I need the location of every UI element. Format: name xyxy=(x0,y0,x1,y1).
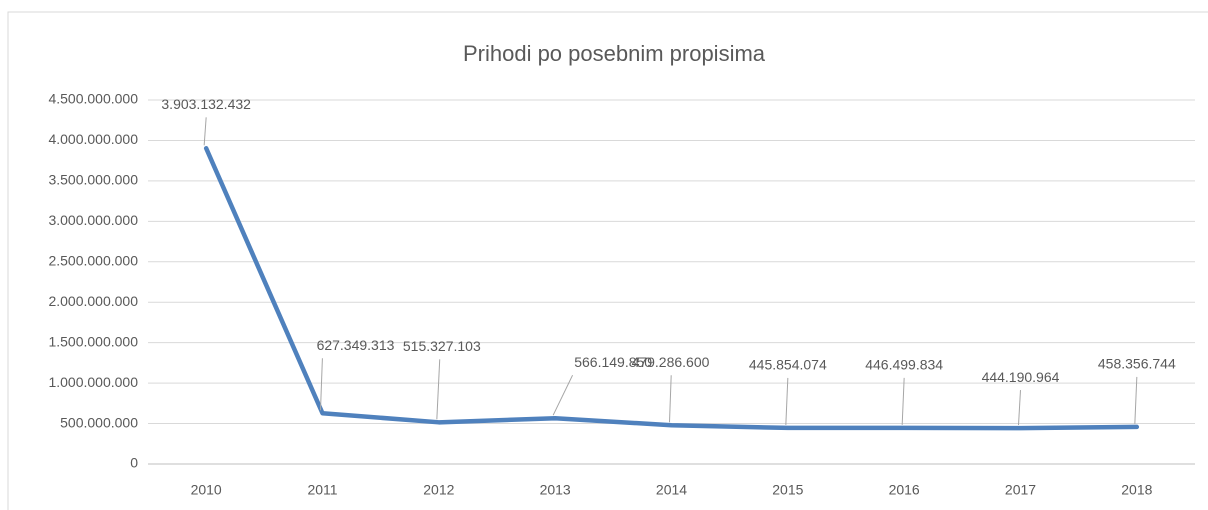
x-tick-label: 2018 xyxy=(1121,482,1152,498)
y-tick-label: 1.000.000.000 xyxy=(48,374,138,390)
leader-line xyxy=(320,358,323,411)
data-label: 444.190.964 xyxy=(982,369,1060,385)
leader-line xyxy=(436,359,441,420)
line xyxy=(203,146,1140,431)
x-tick-label: 2017 xyxy=(1005,482,1036,498)
data-label: 3.903.132.432 xyxy=(161,96,251,112)
x-tick-label: 2012 xyxy=(423,482,454,498)
x-tick-label: 2013 xyxy=(540,482,571,498)
y-tick-label: 4.500.000.000 xyxy=(48,91,138,107)
data-label: 445.854.074 xyxy=(749,357,827,373)
leader-line xyxy=(1134,376,1138,424)
x-tick-label: 2016 xyxy=(889,482,920,498)
leader-line xyxy=(1018,390,1021,426)
y-tick-label: 3.500.000.000 xyxy=(48,172,138,188)
leader-line xyxy=(552,374,574,416)
data-label: 446.499.834 xyxy=(865,357,943,373)
x-tick-label: 2015 xyxy=(772,482,803,498)
leader-line xyxy=(901,377,905,425)
y-tick-label: 500.000.000 xyxy=(60,414,138,430)
x-tick-label: 2011 xyxy=(307,482,337,498)
y-tick-label: 2.500.000.000 xyxy=(48,252,138,268)
y-tick-label: 1.500.000.000 xyxy=(48,333,138,349)
leader-line xyxy=(669,375,672,423)
data-label: 458.356.744 xyxy=(1098,356,1176,372)
y-tick-label: 4.000.000.000 xyxy=(48,131,138,147)
y-tick-label: 3.000.000.000 xyxy=(48,212,138,228)
data-label: 627.349.313 xyxy=(317,337,395,353)
leader-line xyxy=(785,377,789,425)
data-label: 566.149.850 xyxy=(574,354,652,370)
leader-line xyxy=(203,117,207,146)
data-label: 515.327.103 xyxy=(403,338,481,354)
x-tick-label: 2014 xyxy=(656,482,687,498)
data-label: 479.286.600 xyxy=(632,354,710,370)
chart-border xyxy=(7,11,1208,510)
x-tick-label: 2010 xyxy=(191,482,222,498)
chart-title: Prihodi po posebnim propisima xyxy=(463,41,766,66)
y-tick-label: 0 xyxy=(130,455,138,471)
y-tick-label: 2.000.000.000 xyxy=(48,293,138,309)
